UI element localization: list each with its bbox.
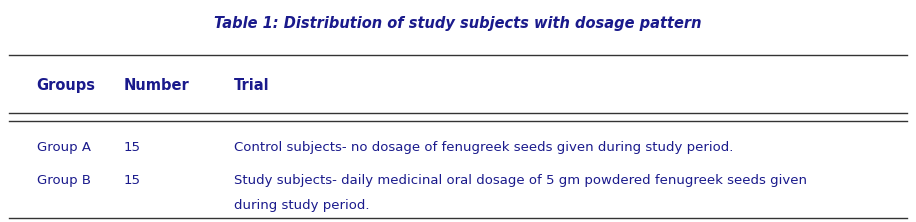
Text: 15: 15 [124, 174, 141, 187]
Text: Number: Number [124, 78, 190, 93]
Text: Trial: Trial [234, 78, 269, 93]
Text: Groups: Groups [37, 78, 95, 93]
Text: Study subjects- daily medicinal oral dosage of 5 gm powdered fenugreek seeds giv: Study subjects- daily medicinal oral dos… [234, 174, 807, 187]
Text: Control subjects- no dosage of fenugreek seeds given during study period.: Control subjects- no dosage of fenugreek… [234, 141, 733, 154]
Text: during study period.: during study period. [234, 199, 369, 212]
Text: Group B: Group B [37, 174, 91, 187]
Text: 15: 15 [124, 141, 141, 154]
Text: Group A: Group A [37, 141, 91, 154]
Text: Table 1: Distribution of study subjects with dosage pattern: Table 1: Distribution of study subjects … [214, 16, 702, 31]
